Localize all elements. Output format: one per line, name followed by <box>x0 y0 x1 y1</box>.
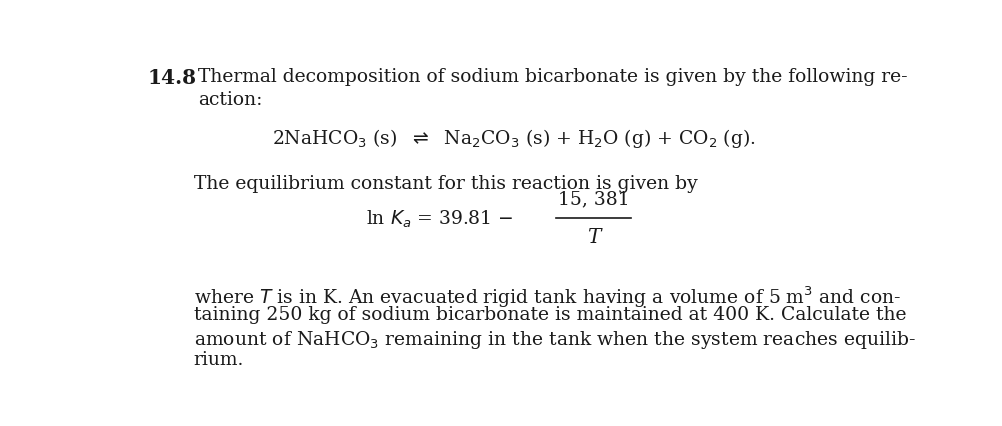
Text: rium.: rium. <box>193 350 243 368</box>
Text: 2NaHCO$_3$ (s)  $\rightleftharpoons$  Na$_2$CO$_3$ (s) + H$_2$O (g) + CO$_2$ (g): 2NaHCO$_3$ (s) $\rightleftharpoons$ Na$_… <box>272 127 756 150</box>
Text: taining 250 kg of sodium bicarbonate is maintained at 400 K. Calculate the: taining 250 kg of sodium bicarbonate is … <box>193 306 906 324</box>
Text: The equilibrium constant for this reaction is given by: The equilibrium constant for this reacti… <box>193 174 696 192</box>
Text: 15, 381: 15, 381 <box>557 190 628 208</box>
Text: amount of NaHCO$_3$ remaining in the tank when the system reaches equilib-: amount of NaHCO$_3$ remaining in the tan… <box>193 328 915 350</box>
Text: 14.8: 14.8 <box>147 67 196 87</box>
Text: where $T$ is in K. An evacuated rigid tank having a volume of 5 m$^3$ and con-: where $T$ is in K. An evacuated rigid ta… <box>193 283 901 309</box>
Text: T: T <box>586 228 599 247</box>
Text: action:: action: <box>197 91 262 109</box>
Text: ln $K_a$ = 39.81 $-$: ln $K_a$ = 39.81 $-$ <box>366 208 513 229</box>
Text: Thermal decomposition of sodium bicarbonate is given by the following re-: Thermal decomposition of sodium bicarbon… <box>197 67 907 86</box>
